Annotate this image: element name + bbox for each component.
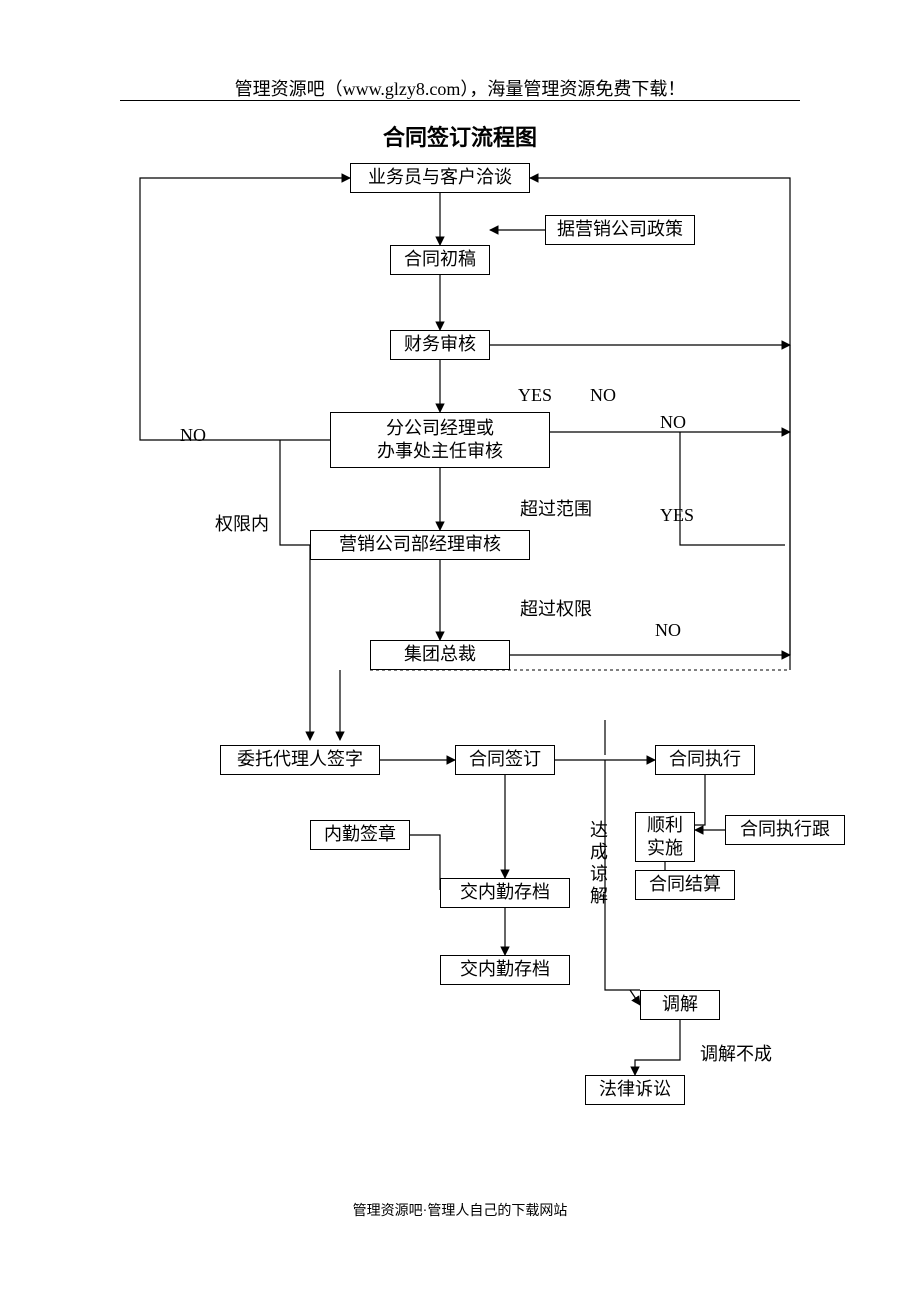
page-title: 合同签订流程图 [0, 120, 920, 152]
flow-node-n11: 内勤签章 [310, 820, 410, 850]
edge-e_n11_n14 [410, 835, 440, 890]
flow-node-n14: 交内勤存档 [440, 878, 570, 908]
edge-e_n5_right_yes [680, 432, 785, 545]
edge-e_n10_n12 [695, 775, 705, 825]
flow-node-n15: 合同结算 [635, 870, 735, 900]
flow-node-n6: 营销公司部经理审核 [310, 530, 530, 560]
edge-e_to_n17 [630, 990, 640, 1005]
flow-node-n12: 顺利实施 [635, 812, 695, 862]
edge-e_n17_n18 [635, 1020, 680, 1075]
flow-node-n2: 据营销公司政策 [545, 215, 695, 245]
flow-node-n10: 合同执行 [655, 745, 755, 775]
flow-node-n13: 合同执行跟 [725, 815, 845, 845]
flow-node-n9: 合同签订 [455, 745, 555, 775]
flow-node-n3: 合同初稿 [390, 245, 490, 275]
flow-node-n4: 财务审核 [390, 330, 490, 360]
flow-label-l_no4: NO [655, 620, 681, 641]
flow-label-l_overB: 超过权限 [520, 595, 592, 621]
flow-label-l_inA: 权限内 [215, 510, 269, 536]
flow-label-l_fail: 调解不成 [700, 1040, 772, 1066]
page: 管理资源吧（www.glzy8.com），海量管理资源免费下载！ 合同签订流程图… [0, 0, 920, 1302]
flow-vlabel-vl1: 达成谅解 [585, 820, 611, 908]
edge-e_no_left [140, 178, 350, 440]
flow-label-l_no1: NO [590, 385, 616, 406]
header-divider [120, 100, 800, 101]
flow-label-l_no2: NO [660, 412, 686, 433]
flow-label-l_yes1: YES [518, 385, 552, 406]
flow-label-l_no3: NO [180, 425, 206, 446]
flow-node-n16: 交内勤存档 [440, 955, 570, 985]
page-header: 管理资源吧（www.glzy8.com），海量管理资源免费下载！ [0, 75, 920, 101]
flow-node-n1: 业务员与客户洽谈 [350, 163, 530, 193]
flow-label-l_yes2: YES [660, 505, 694, 526]
flow-node-n7: 集团总裁 [370, 640, 510, 670]
flow-node-n17: 调解 [640, 990, 720, 1020]
page-footer: 管理资源吧·管理人自己的下载网站 [0, 1200, 920, 1220]
flow-node-n18: 法律诉讼 [585, 1075, 685, 1105]
flow-label-l_overA: 超过范围 [520, 495, 592, 521]
flow-node-n5: 分公司经理或办事处主任审核 [330, 412, 550, 468]
edge-e_in_left [280, 440, 310, 545]
flow-node-n8: 委托代理人签字 [220, 745, 380, 775]
